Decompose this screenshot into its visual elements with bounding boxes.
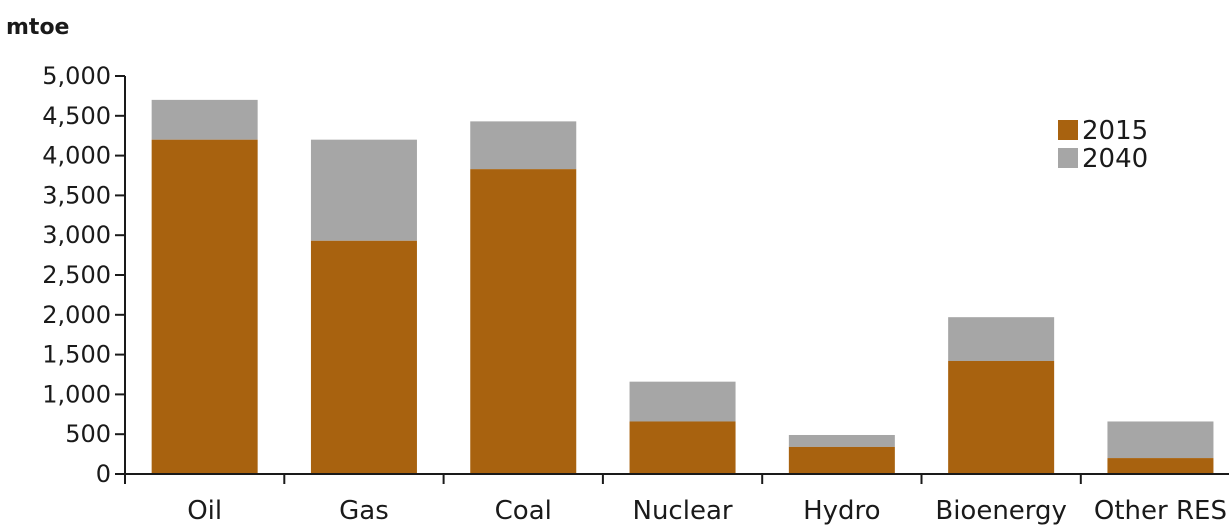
y-unit-label: mtoe [6,15,69,40]
bar-nuclear-2015 [629,421,736,474]
y-tick-label: 2,000 [42,301,111,329]
bar-hydro-2015 [788,446,895,474]
legend-label-2015: 2015 [1082,116,1148,146]
y-tick-label: 3,000 [42,221,111,249]
bar-oil-2015 [151,139,258,474]
x-tick-label-other-res: Other RES [1094,496,1227,526]
bar-other-res-2040 [1107,421,1214,459]
bar-bioenergy-2040 [948,317,1055,361]
y-tick-label: 4,500 [42,102,111,130]
bars-group [151,99,1214,474]
y-tick-label: 2,500 [42,261,111,289]
x-tick-label-oil: Oil [187,496,222,526]
bar-bioenergy-2015 [948,360,1055,474]
bar-nuclear-2040 [629,381,736,422]
legend-swatch-2040 [1058,148,1078,168]
legend-swatch-2015 [1058,120,1078,140]
y-tick-label: 3,500 [42,181,111,209]
x-tick-label-gas: Gas [339,496,389,526]
x-tick-label-nuclear: Nuclear [633,496,733,526]
legend-label-2040: 2040 [1082,144,1148,174]
bar-oil-2040 [151,99,258,140]
bar-hydro-2040 [788,434,895,447]
y-axis: 0 500 1,000 1,500 2,000 2,500 3,000 3,500 4,000 4… [42,62,126,488]
bar-other-res-2015 [1107,458,1214,474]
y-tick-label: 500 [65,420,111,448]
bar-coal-2015 [470,169,577,474]
y-tick-label: 0 [96,460,111,488]
bar-gas-2040 [310,139,417,241]
bar-gas-2015 [310,240,417,474]
x-tick-label-hydro: Hydro [803,496,880,526]
y-tick-label: 5,000 [42,62,111,90]
y-tick-label: 4,000 [42,142,111,170]
x-tick-label-bioenergy: Bioenergy [935,496,1067,526]
bar-coal-2040 [470,121,577,170]
y-tick-label: 1,000 [42,380,111,408]
x-tick-label-coal: Coal [495,496,552,526]
y-tick-label: 1,500 [42,341,111,369]
x-axis: Oil Gas Coal Nuclear Hydro Bioenergy Other RES [124,473,1229,526]
